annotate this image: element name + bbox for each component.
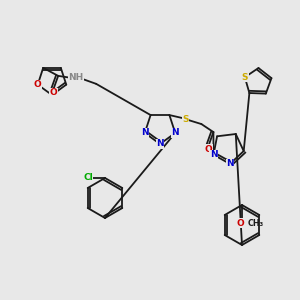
Text: CH₃: CH₃ [248,218,264,227]
Text: Cl: Cl [83,173,93,182]
Text: NH: NH [69,74,84,82]
Text: O: O [236,218,244,227]
Text: N: N [156,140,164,148]
Text: N: N [226,159,234,168]
Text: O: O [49,88,57,98]
Text: N: N [171,128,179,137]
Text: O: O [205,145,212,154]
Text: S: S [242,73,248,82]
Text: O: O [34,80,42,89]
Text: N: N [210,150,217,159]
Text: S: S [182,115,189,124]
Text: N: N [141,128,148,137]
